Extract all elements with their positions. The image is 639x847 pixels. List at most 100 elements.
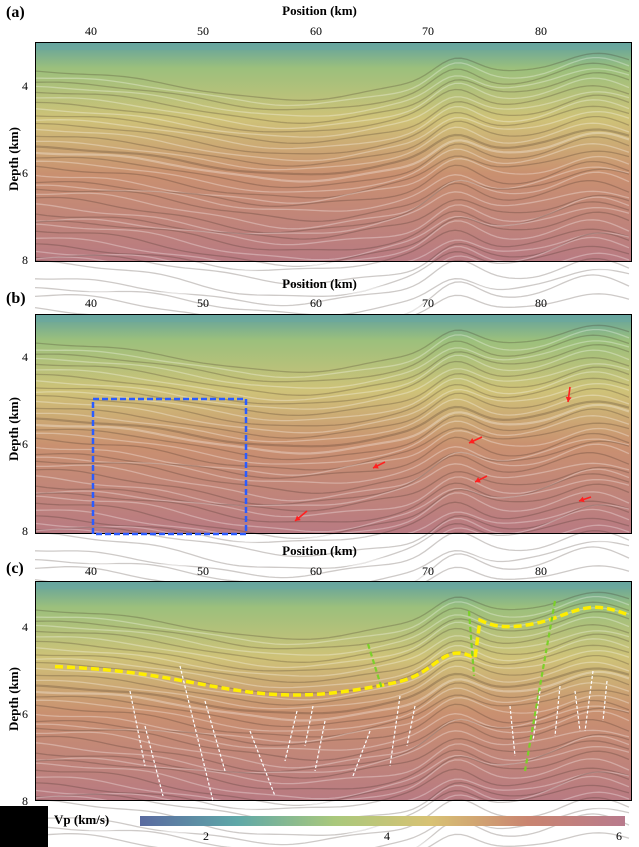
reflector bbox=[34, 72, 630, 124]
reflector bbox=[34, 264, 630, 309]
reflector bbox=[34, 733, 630, 779]
reflector bbox=[34, 190, 630, 235]
panel-label: (c) bbox=[6, 560, 24, 577]
x-tick: 60 bbox=[310, 296, 322, 310]
reflector bbox=[34, 675, 630, 728]
reflector bbox=[34, 707, 630, 761]
reflector bbox=[34, 530, 630, 579]
reflector bbox=[34, 699, 630, 746]
reflector bbox=[34, 143, 630, 193]
reflector-layers bbox=[34, 324, 630, 615]
reflector bbox=[34, 160, 630, 207]
reflector bbox=[34, 180, 630, 234]
reflector bbox=[34, 719, 630, 773]
y-tick: 6 bbox=[22, 437, 28, 451]
reflector bbox=[34, 211, 630, 268]
panel-label: (b) bbox=[6, 290, 26, 307]
x-tick: 40 bbox=[85, 296, 97, 310]
water-column bbox=[35, 581, 632, 589]
x-tick: 40 bbox=[85, 564, 97, 578]
reflector bbox=[34, 363, 630, 410]
reflector bbox=[34, 633, 630, 684]
reflector bbox=[34, 473, 630, 523]
reflector bbox=[34, 808, 630, 847]
reflector bbox=[34, 813, 630, 847]
reflector bbox=[34, 491, 630, 543]
fault-line-minor bbox=[389, 695, 401, 767]
reflector bbox=[34, 466, 630, 512]
reflector bbox=[34, 91, 630, 138]
fault-line-major bbox=[523, 600, 557, 772]
seismic-image-c bbox=[34, 581, 632, 847]
reflector bbox=[34, 784, 630, 836]
y-tick: 8 bbox=[22, 253, 28, 267]
fault-line-minor bbox=[314, 720, 326, 772]
fault-line-minor bbox=[129, 690, 146, 767]
y-axis-title: Depth (km) bbox=[6, 397, 21, 461]
reflector bbox=[34, 340, 630, 389]
reflector bbox=[34, 94, 630, 145]
reflector bbox=[34, 517, 630, 569]
fault-line-minor bbox=[532, 690, 541, 742]
reflector bbox=[34, 408, 630, 461]
reflector bbox=[34, 62, 630, 111]
reflector bbox=[34, 649, 630, 701]
reflector bbox=[34, 344, 630, 396]
reflector bbox=[35, 443, 630, 502]
panel-b: (b) Position (km) 40 50 60 70 80 Depth (… bbox=[0, 270, 639, 615]
x-axis-title: Position (km) bbox=[282, 3, 357, 18]
velocity-background bbox=[35, 314, 632, 534]
reflector bbox=[34, 791, 630, 842]
arrow-marker bbox=[474, 475, 488, 483]
fault-line-minor bbox=[179, 665, 214, 802]
reflector bbox=[34, 694, 630, 743]
reflector bbox=[34, 591, 630, 640]
reflector bbox=[34, 504, 630, 550]
reflector bbox=[34, 638, 630, 689]
colorbar-gradient bbox=[140, 816, 625, 826]
fault-line-minor bbox=[574, 690, 581, 732]
reflector bbox=[34, 168, 630, 222]
reflector bbox=[34, 136, 630, 189]
fault-line-minor bbox=[249, 730, 276, 797]
reflector bbox=[34, 99, 630, 150]
reflector bbox=[34, 56, 630, 107]
plot-frame bbox=[35, 42, 632, 262]
reflector bbox=[34, 667, 630, 715]
x-tick: 50 bbox=[197, 564, 209, 578]
reflector bbox=[34, 166, 630, 212]
reflector bbox=[34, 595, 630, 646]
colorbar-title: Vp (km/s) bbox=[54, 812, 110, 827]
arrow-marker bbox=[578, 496, 592, 503]
reflector bbox=[34, 387, 630, 439]
reflector bbox=[34, 767, 630, 811]
reflector bbox=[34, 624, 630, 672]
reflector bbox=[35, 823, 630, 847]
reflector bbox=[34, 219, 630, 271]
reflector bbox=[34, 440, 630, 494]
velocity-background bbox=[35, 42, 632, 262]
reflector bbox=[34, 524, 630, 575]
reflector bbox=[34, 536, 630, 581]
fault-line-minor bbox=[144, 725, 164, 797]
reflector bbox=[34, 729, 630, 774]
y-tick: 6 bbox=[22, 707, 28, 721]
water-column bbox=[35, 42, 632, 50]
reflector bbox=[34, 403, 630, 455]
fault-line-minor bbox=[304, 705, 314, 747]
water-column bbox=[35, 314, 632, 322]
reflector bbox=[34, 611, 630, 663]
reflector bbox=[34, 432, 630, 479]
reflector bbox=[34, 735, 630, 785]
colorbar bbox=[140, 816, 625, 826]
reflector bbox=[34, 654, 630, 706]
reflector bbox=[34, 601, 630, 650]
fault-line-major bbox=[467, 610, 476, 677]
reflector bbox=[34, 110, 630, 162]
reflector bbox=[34, 366, 630, 417]
y-tick: 6 bbox=[22, 166, 28, 180]
x-tick: 60 bbox=[310, 24, 322, 38]
y-tick: 4 bbox=[22, 620, 28, 634]
reflector bbox=[34, 438, 630, 484]
colorbar-tick: 4 bbox=[384, 829, 390, 843]
